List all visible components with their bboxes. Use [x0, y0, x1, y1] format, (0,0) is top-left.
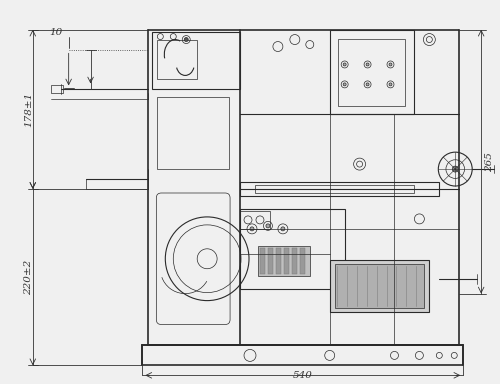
Circle shape [184, 38, 188, 41]
Bar [292, 248, 297, 274]
Circle shape [266, 224, 270, 228]
Bar [50, 85, 62, 93]
Bar [240, 209, 344, 289]
Circle shape [389, 63, 392, 66]
Circle shape [281, 227, 285, 231]
Bar [276, 248, 281, 274]
Circle shape [343, 83, 346, 86]
Bar [338, 38, 406, 106]
Text: 10: 10 [49, 28, 62, 36]
Bar [268, 248, 273, 274]
Text: 178±1: 178±1 [24, 92, 34, 127]
Circle shape [389, 83, 392, 86]
Bar [334, 264, 424, 308]
Bar [142, 346, 463, 365]
Bar [260, 248, 265, 274]
Text: 265: 265 [484, 152, 494, 172]
Bar [330, 30, 414, 114]
Bar [240, 182, 440, 196]
Circle shape [343, 63, 346, 66]
Text: 220±2: 220±2 [24, 260, 34, 295]
Circle shape [366, 83, 369, 86]
Bar [255, 185, 414, 193]
Circle shape [452, 166, 458, 172]
Bar [300, 248, 305, 274]
Bar [284, 248, 289, 274]
Bar [330, 260, 430, 311]
Circle shape [366, 63, 369, 66]
Bar [240, 211, 270, 229]
Text: 540: 540 [293, 371, 312, 380]
Bar [158, 40, 197, 79]
Circle shape [250, 227, 254, 231]
Bar [258, 246, 310, 276]
Bar [152, 31, 240, 89]
Bar [158, 97, 229, 169]
